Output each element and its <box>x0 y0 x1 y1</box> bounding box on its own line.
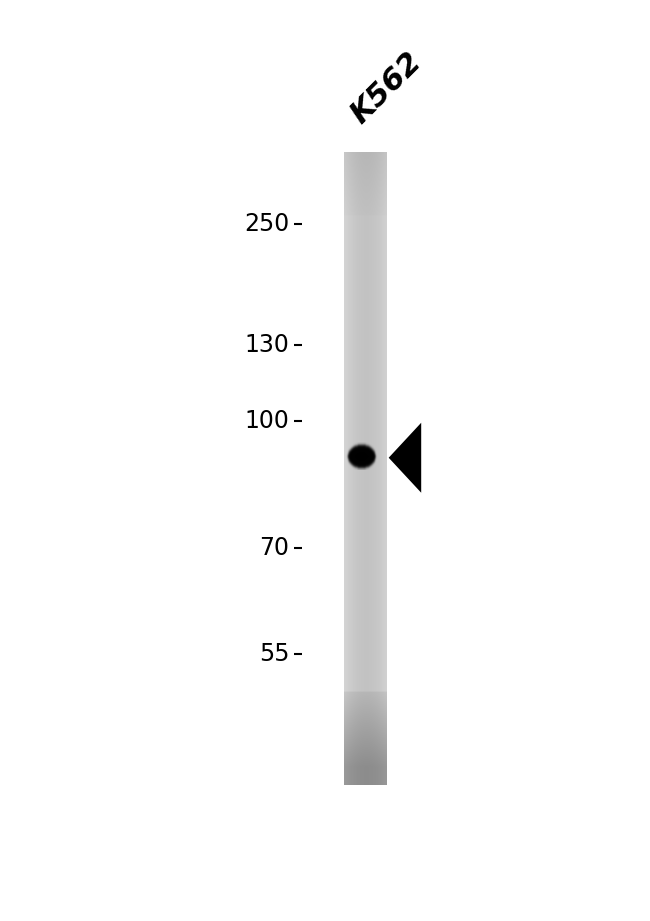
Text: 250: 250 <box>244 212 289 236</box>
Text: 55: 55 <box>259 642 289 666</box>
Polygon shape <box>389 423 421 493</box>
Text: 130: 130 <box>244 333 289 357</box>
Text: K562: K562 <box>344 47 427 129</box>
Text: 70: 70 <box>259 536 289 560</box>
Text: 100: 100 <box>244 409 289 433</box>
